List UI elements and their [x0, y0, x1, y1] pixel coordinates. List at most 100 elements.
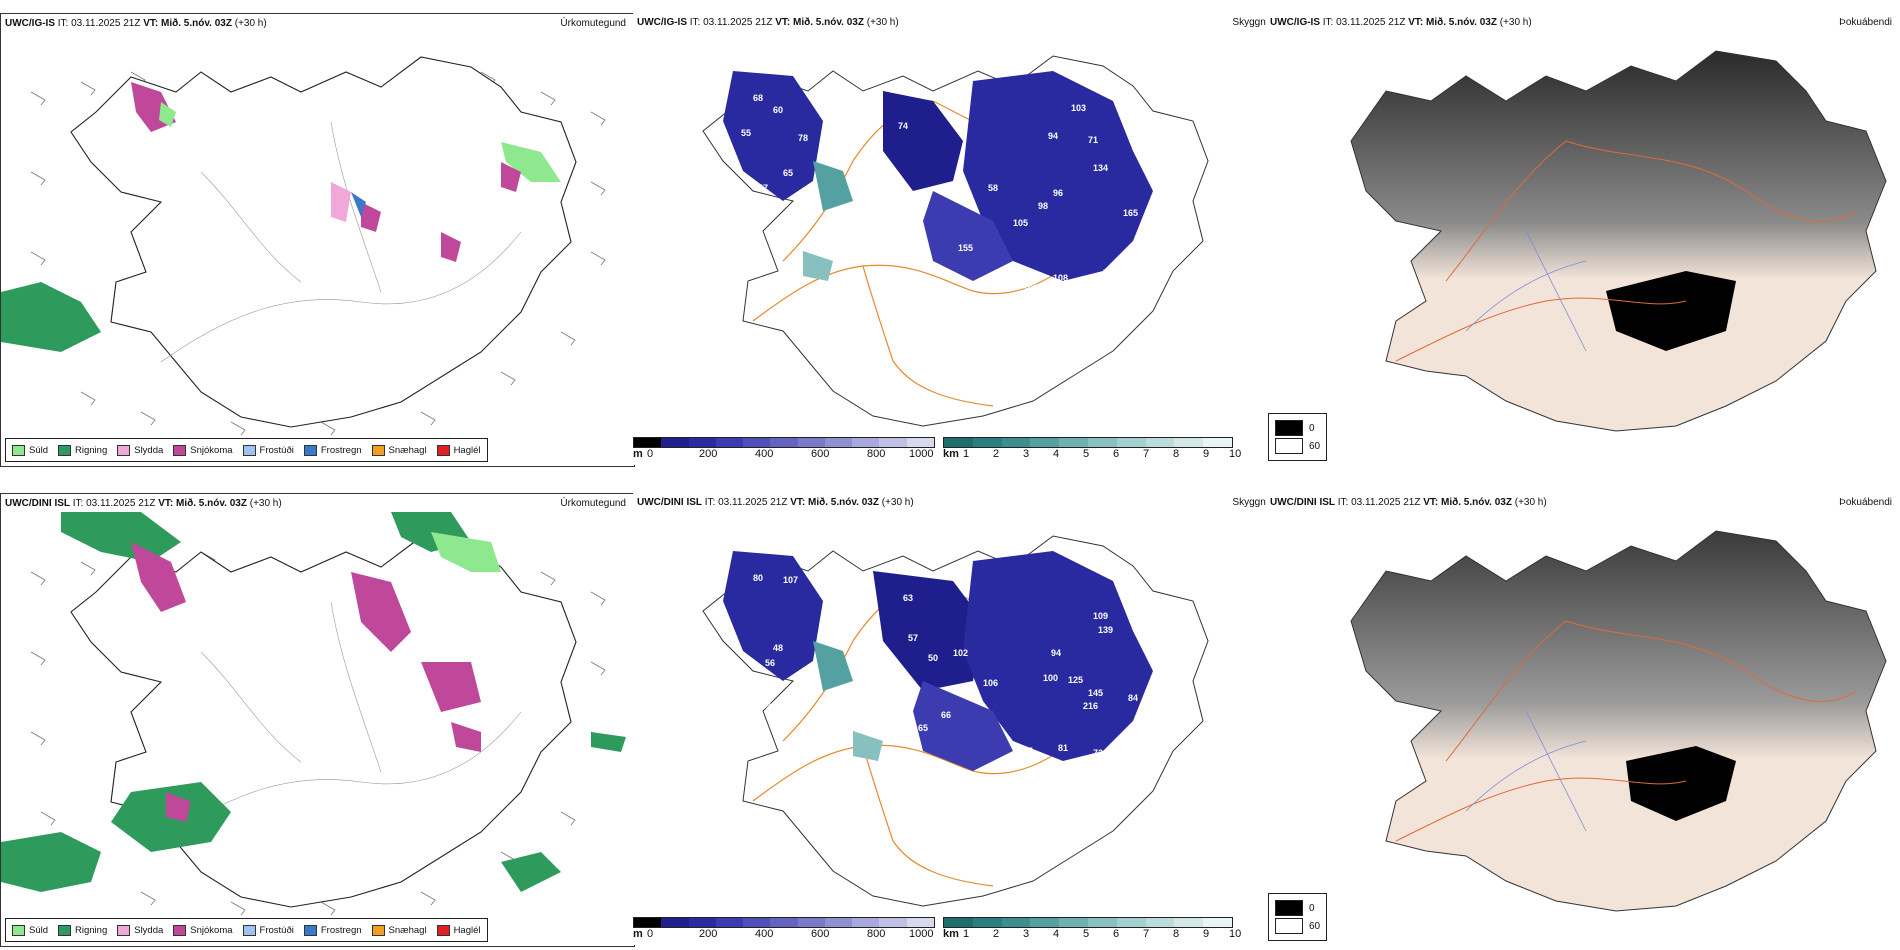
panel-title: Úrkomutegund — [560, 498, 626, 509]
it-label: IT: — [689, 17, 701, 28]
it-value: 03.11.2025 21Z — [71, 18, 141, 29]
visibility-tick: 6 — [1113, 928, 1120, 940]
legend-swatch — [242, 924, 256, 936]
cloudbase-colorbar — [633, 917, 935, 928]
cloud-label: 102 — [953, 648, 968, 658]
cloud-label: 62 — [793, 683, 803, 693]
cloud-labels: 68 60 55 78 65 47 63 90 74 94 71 69 103 … — [741, 93, 1138, 308]
vt-value: Mið. 5.nóv. 03Z — [161, 18, 232, 29]
legend-label: Súld — [29, 444, 49, 456]
cloudbase-tick: 0 — [647, 928, 654, 940]
cloud-label: 57 — [908, 633, 918, 643]
cloudbase-tick: 0 — [647, 448, 654, 460]
it-value: 03.11.2025 21Z — [718, 497, 788, 508]
legend-label: Frostúði — [259, 924, 294, 936]
cloudbase-tick: 1000 — [909, 448, 934, 460]
cloud-label: 71 — [1088, 135, 1098, 145]
vt-label: VT: — [1408, 17, 1424, 28]
cloud-panel-bottom: UWC/DINI ISL IT: 03.11.2025 21Z VT: Mið.… — [633, 493, 1268, 945]
panel-header: UWC/IG-IS IT: 03.11.2025 21Z VT: Mið. 5.… — [1270, 17, 1896, 28]
cloudbase-colorbar — [633, 437, 935, 448]
cloud-label: 48 — [773, 643, 783, 653]
precip-panel-top: UWC/IG-IS IT: 03.11.2025 21Z VT: Mið. 5.… — [0, 13, 635, 467]
legend-swatch — [12, 924, 25, 936]
precip-legend: Súld Rigning Slydda Snjókoma Frostúði Fr… — [5, 918, 488, 942]
cloud-label: 80 — [1113, 743, 1123, 753]
cloud-areas — [723, 551, 1153, 771]
cloud-label: 155 — [958, 243, 973, 253]
rivers — [1465, 710, 1587, 832]
cloud-label: 103 — [1071, 103, 1086, 113]
visibility-colorbar — [943, 437, 1233, 448]
panel-header: UWC/DINI ISL IT: 03.11.2025 21Z VT: Mið.… — [5, 498, 630, 509]
vt-value: Mið. 5.nóv. 03Z — [793, 17, 864, 28]
fog-legend-label: 0 — [1309, 422, 1315, 434]
roads — [1395, 620, 1857, 842]
iceland-outline — [70, 536, 577, 908]
visibility-tick: 3 — [1023, 448, 1030, 460]
visibility-unit: km — [943, 928, 959, 940]
legend-item: Rigning — [58, 924, 107, 936]
cloudbase-tick: 600 — [811, 928, 830, 940]
legend-swatch — [436, 924, 450, 936]
cloudbase-tick: 200 — [699, 448, 718, 460]
cloud-label: 63 — [903, 593, 913, 603]
panel-title: Þokuábendi — [1839, 17, 1892, 28]
fog-legend-row: 0 — [1275, 420, 1320, 436]
cloud-label: 84 — [1128, 693, 1138, 703]
cloudbase-unit: m — [633, 448, 643, 460]
cloud-label: 65 — [783, 168, 793, 178]
legend-item: Snjókoma — [173, 924, 233, 936]
legend-swatch — [303, 924, 317, 936]
model-name: UWC/IG-IS — [5, 18, 55, 29]
lead-time: (+30 h) — [1499, 17, 1532, 28]
cloud-label: 78 — [798, 133, 808, 143]
legend-item: Snæhagl — [371, 924, 427, 936]
model-name: UWC/DINI ISL — [637, 497, 702, 508]
visibility-tick: 4 — [1053, 448, 1060, 460]
legend-label: Rigning — [75, 444, 108, 456]
precip-panel-bottom: UWC/DINI ISL IT: 03.11.2025 21Z VT: Mið.… — [0, 493, 635, 947]
fog-legend: 0 60 — [1268, 893, 1328, 941]
it-value: 03.11.2025 21Z — [86, 498, 156, 509]
legend-label: Snæhagl — [388, 924, 427, 936]
fog-swatch — [1275, 918, 1303, 934]
cloud-label: 95 — [1023, 746, 1033, 756]
rivers — [1465, 230, 1587, 352]
model-name: UWC/DINI ISL — [1270, 497, 1335, 508]
iceland-outline — [70, 56, 577, 428]
iceland-outline — [1350, 530, 1887, 912]
cloudbase-strip — [633, 917, 935, 928]
legend-label: Haglél — [453, 444, 481, 456]
cloudbase-tick: 600 — [811, 448, 830, 460]
cloud-label: 106 — [1068, 288, 1083, 298]
it-value: 03.11.2025 21Z — [1351, 497, 1421, 508]
legend-item: Frostúði — [242, 444, 294, 456]
vt-label: VT: — [790, 497, 806, 508]
cloud-label: 73 — [913, 261, 923, 271]
vt-label: VT: — [775, 17, 791, 28]
cloud-label: 216 — [1083, 701, 1098, 711]
visibility-tick: 7 — [1143, 448, 1150, 460]
cloud-label: 125 — [1068, 675, 1083, 685]
legend-label: Snæhagl — [388, 444, 427, 456]
legend-label: Frostregn — [320, 444, 362, 456]
cloud-label: 66 — [941, 710, 951, 720]
lead-time: (+30 h) — [234, 18, 267, 29]
vt-label: VT: — [158, 498, 174, 509]
legend-swatch — [173, 444, 187, 456]
visibility-tick: 1 — [963, 448, 970, 460]
cloud-label: 139 — [1098, 625, 1113, 635]
fog-legend-row: 0 — [1275, 900, 1320, 916]
vt-label: VT: — [143, 18, 159, 29]
visibility-tick: 4 — [1053, 928, 1060, 940]
it-label: IT: — [1337, 497, 1349, 508]
legend-label: Frostregn — [320, 924, 362, 936]
visibility-tick: 10 — [1229, 448, 1242, 460]
model-name: UWC/IG-IS — [1270, 17, 1320, 28]
legend-item: Snjókoma — [173, 444, 233, 456]
it-value: 03.11.2025 21Z — [703, 17, 773, 28]
roads — [1395, 140, 1857, 362]
cloudbase-strip — [633, 437, 935, 448]
legend-label: Súld — [29, 924, 49, 936]
